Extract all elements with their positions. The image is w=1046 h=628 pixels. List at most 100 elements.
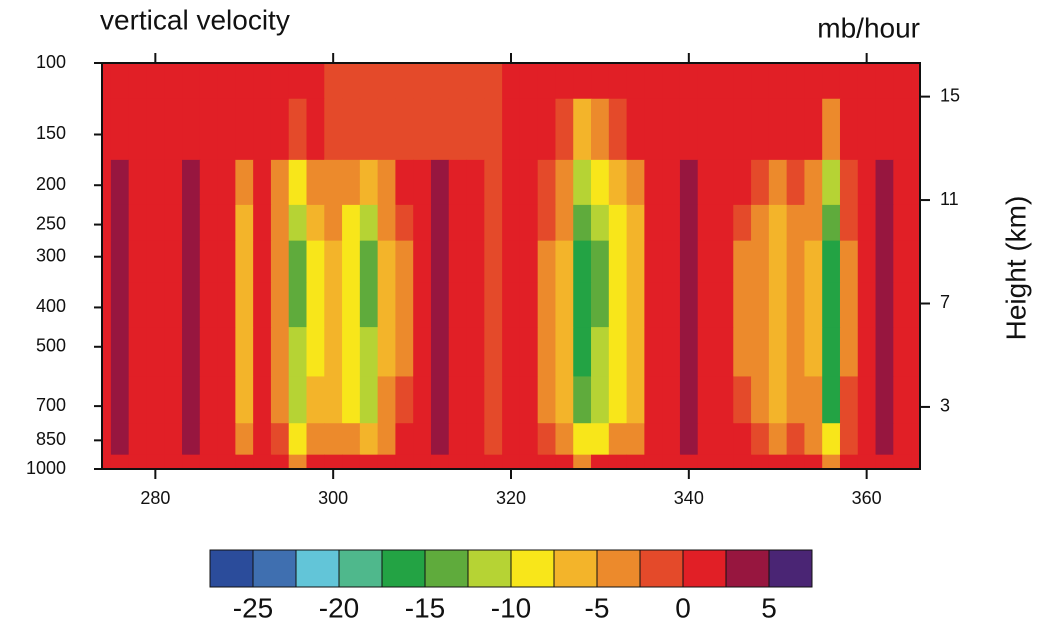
contour-cell (768, 327, 788, 377)
contour-cell (164, 423, 183, 456)
contour-cell (644, 454, 663, 470)
contour-cell (786, 376, 805, 424)
contour-cell (733, 454, 752, 470)
contour-cell (786, 159, 805, 206)
contour-cell (697, 63, 716, 100)
contour-cell (679, 423, 699, 456)
contour-cell (662, 63, 681, 100)
contour-cell (679, 454, 699, 470)
contour-cell (466, 282, 485, 328)
contour-cell (377, 204, 396, 242)
contour-cell (857, 376, 877, 424)
contour-cell (911, 240, 921, 283)
contour-cell (893, 240, 912, 283)
contour-cell (573, 376, 592, 424)
contour-cell (875, 240, 894, 283)
contour-cell (270, 204, 290, 242)
contour-cell (502, 282, 521, 328)
contour-cell (537, 423, 556, 456)
contour-cell (270, 327, 290, 377)
contour-cell (608, 376, 628, 424)
contour-cell (102, 63, 112, 100)
contour-cell (822, 327, 841, 377)
contour-cell (751, 454, 770, 470)
contour-cell (395, 327, 414, 377)
contour-cell (324, 240, 343, 283)
contour-cell (573, 98, 592, 161)
contour-cell (235, 376, 254, 424)
contour-cell (324, 204, 343, 242)
contour-cell (555, 423, 574, 456)
contour-cell (324, 376, 343, 424)
contour-cell (715, 376, 734, 424)
contour-cell (199, 282, 219, 328)
contour-cell (128, 282, 147, 328)
contour-cell (484, 423, 503, 456)
contour-cell (608, 327, 628, 377)
contour-cell (164, 204, 183, 242)
contour-cell (182, 423, 201, 456)
contour-cell (102, 454, 112, 470)
contour-cell (715, 204, 734, 242)
colorbar-box (510, 549, 555, 588)
contour-cell (893, 282, 912, 328)
x-tick-label: 340 (674, 488, 704, 508)
y2-tick-label: 11 (940, 189, 959, 209)
colorbar-label: -5 (585, 592, 610, 623)
y-tick-label: 150 (36, 123, 66, 143)
contour-cell (697, 159, 716, 206)
contour-cell (786, 423, 805, 456)
colorbar-label: -15 (405, 592, 445, 623)
contour-cell (413, 454, 432, 470)
contour-cell (608, 159, 628, 206)
contour-cell (466, 63, 485, 100)
contour-cell (893, 204, 912, 242)
contour-cell (804, 282, 823, 328)
contour-cell (448, 63, 468, 100)
contour-cell (448, 282, 468, 328)
y2-tick-label: 7 (940, 292, 950, 312)
contour-cell (555, 159, 574, 206)
contour-cell (430, 240, 450, 283)
y2-tick-label: 15 (940, 85, 960, 105)
contour-cell (182, 98, 201, 161)
y-tick-label: 300 (36, 245, 66, 265)
contour-cell (110, 204, 130, 242)
contour-cell (911, 204, 921, 242)
contour-cell (235, 454, 254, 470)
contour-cell (822, 240, 841, 283)
contour-cell (199, 159, 219, 206)
contour-cell (679, 159, 699, 206)
contour-cell (199, 240, 219, 283)
contour-cell (697, 454, 716, 470)
contour-cell (502, 376, 521, 424)
contour-cell (715, 282, 734, 328)
contour-cell (359, 423, 379, 456)
contour-cell (804, 63, 823, 100)
contour-cell (786, 204, 805, 242)
contour-cell (146, 63, 165, 100)
contour-cell (555, 98, 574, 161)
colorbar-box (553, 549, 598, 588)
colorbar-box (768, 549, 813, 588)
contour-cell (430, 282, 450, 328)
contour-cell (182, 376, 201, 424)
contour-cell (359, 98, 379, 161)
colorbar-box (338, 549, 383, 588)
contour-cell (768, 282, 788, 328)
contour-cell (146, 454, 165, 470)
contour-cell (146, 240, 165, 283)
y-tick-label: 700 (36, 395, 66, 415)
contour-cell (217, 376, 236, 424)
contour-cell (413, 204, 432, 242)
contour-cell (342, 327, 361, 377)
contour-cell (768, 454, 788, 470)
contour-cell (502, 63, 521, 100)
contour-cell (146, 327, 165, 377)
contour-cell (288, 423, 307, 456)
contour-cell (110, 240, 130, 283)
y2-axis-title: Height (km) (1000, 196, 1031, 341)
contour-cell (110, 327, 130, 377)
contour-cell (199, 63, 219, 100)
contour-cell (484, 327, 503, 377)
